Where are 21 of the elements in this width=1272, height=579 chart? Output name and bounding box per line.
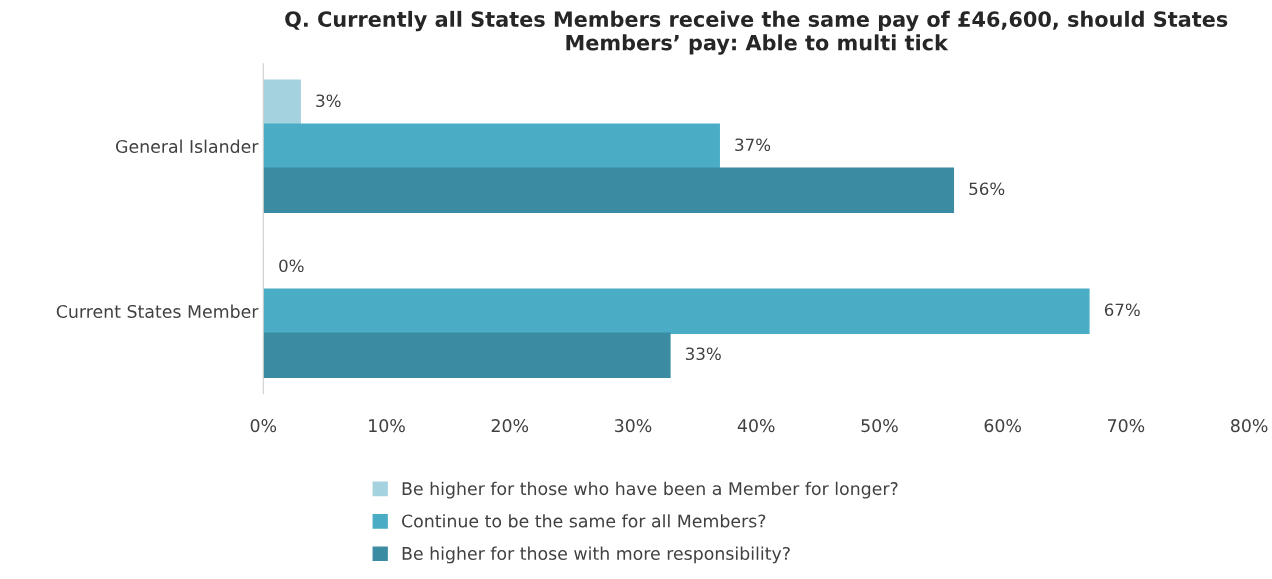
- x-tick-label: 10%: [369, 419, 405, 433]
- data-label: 3%: [316, 94, 341, 108]
- x-tick-label: 50%: [861, 419, 898, 433]
- data-label: 56%: [969, 182, 1005, 196]
- x-tick-label: 20%: [491, 419, 529, 433]
- data-label: 0%: [279, 259, 304, 273]
- x-tick-label: 40%: [737, 419, 775, 433]
- data-label: 33%: [686, 347, 721, 361]
- legend-label: Be higher for those with more responsibility?: [402, 546, 790, 564]
- x-tick-label: 30%: [615, 419, 652, 433]
- x-tick-label: 60%: [984, 419, 1021, 433]
- x-tick-label: 80%: [1230, 419, 1268, 433]
- data-label: 37%: [735, 138, 771, 152]
- data-label: 67%: [1104, 303, 1140, 317]
- x-tick-label: 70%: [1108, 419, 1145, 433]
- x-tick-label: 0%: [250, 419, 277, 433]
- y-tick-label: General Islander: [116, 139, 259, 154]
- legend-label: Continue to be the same for all Members?: [402, 514, 766, 528]
- y-tick-label: Current States Member: [56, 304, 259, 319]
- chart-title: Q. Currently all States Members receive the same pay of £46,600, should States Members’ pay: Able to multi tick: [285, 10, 1228, 55]
- legend-label: Be higher for those who have been a Member for longer?: [402, 481, 898, 499]
